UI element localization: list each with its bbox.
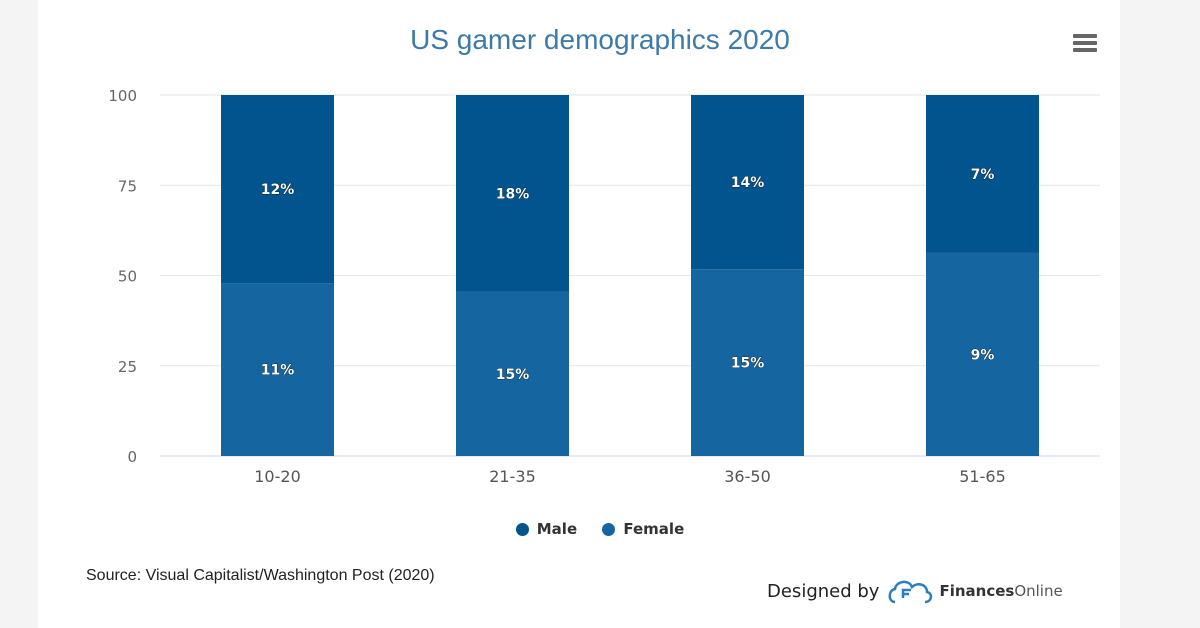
bar-male	[691, 95, 804, 270]
finances-online-logo-icon	[888, 580, 933, 604]
y-tick-label: 0	[127, 448, 137, 466]
y-tick-label: 25	[118, 358, 137, 376]
y-tick-label: 100	[108, 87, 137, 105]
brand-part-b: Online	[1014, 582, 1063, 600]
data-label-male: 12%	[261, 182, 295, 198]
credit-prefix: Designed by	[767, 580, 880, 602]
chart-title: US gamer demographics 2020	[410, 24, 790, 55]
brand-part-a: Finances	[939, 582, 1015, 600]
data-label-male: 14%	[731, 175, 765, 191]
y-tick-label: 75	[118, 177, 137, 195]
bar-female	[221, 283, 334, 456]
data-label-female: 15%	[731, 356, 765, 372]
bar-male	[221, 95, 334, 284]
designed-by: Designed by FinancesOnline	[767, 578, 1063, 604]
brand-name: FinancesOnline	[939, 582, 1062, 600]
legend-label: Female	[623, 520, 685, 538]
x-tick-label: 21-35	[489, 467, 536, 486]
legend-label: Male	[536, 520, 578, 538]
legend-dot-icon	[515, 522, 529, 536]
legend-item-male[interactable]: Male	[515, 520, 578, 538]
bar-male	[926, 95, 1039, 253]
legend-dot-icon	[602, 522, 616, 536]
x-tick-label: 10-20	[254, 467, 301, 486]
x-tick-label: 51-65	[959, 467, 1006, 486]
x-tick-label: 36-50	[724, 467, 771, 486]
legend-item-female[interactable]: Female	[602, 520, 684, 538]
bar-male	[456, 95, 569, 292]
data-label-male: 18%	[496, 186, 530, 202]
hamburger-menu-icon[interactable]	[1073, 34, 1097, 55]
bar-female	[456, 291, 569, 456]
source-text: Source: Visual Capitalist/Washington Pos…	[86, 567, 435, 584]
data-label-female: 9%	[971, 347, 995, 363]
y-tick-label: 50	[118, 268, 137, 286]
bar-female	[926, 252, 1039, 456]
data-label-female: 11%	[261, 363, 295, 379]
data-label-male: 7%	[971, 167, 995, 183]
data-label-female: 15%	[496, 367, 530, 383]
bar-female	[691, 269, 804, 456]
legend: Male Female	[0, 520, 1200, 540]
